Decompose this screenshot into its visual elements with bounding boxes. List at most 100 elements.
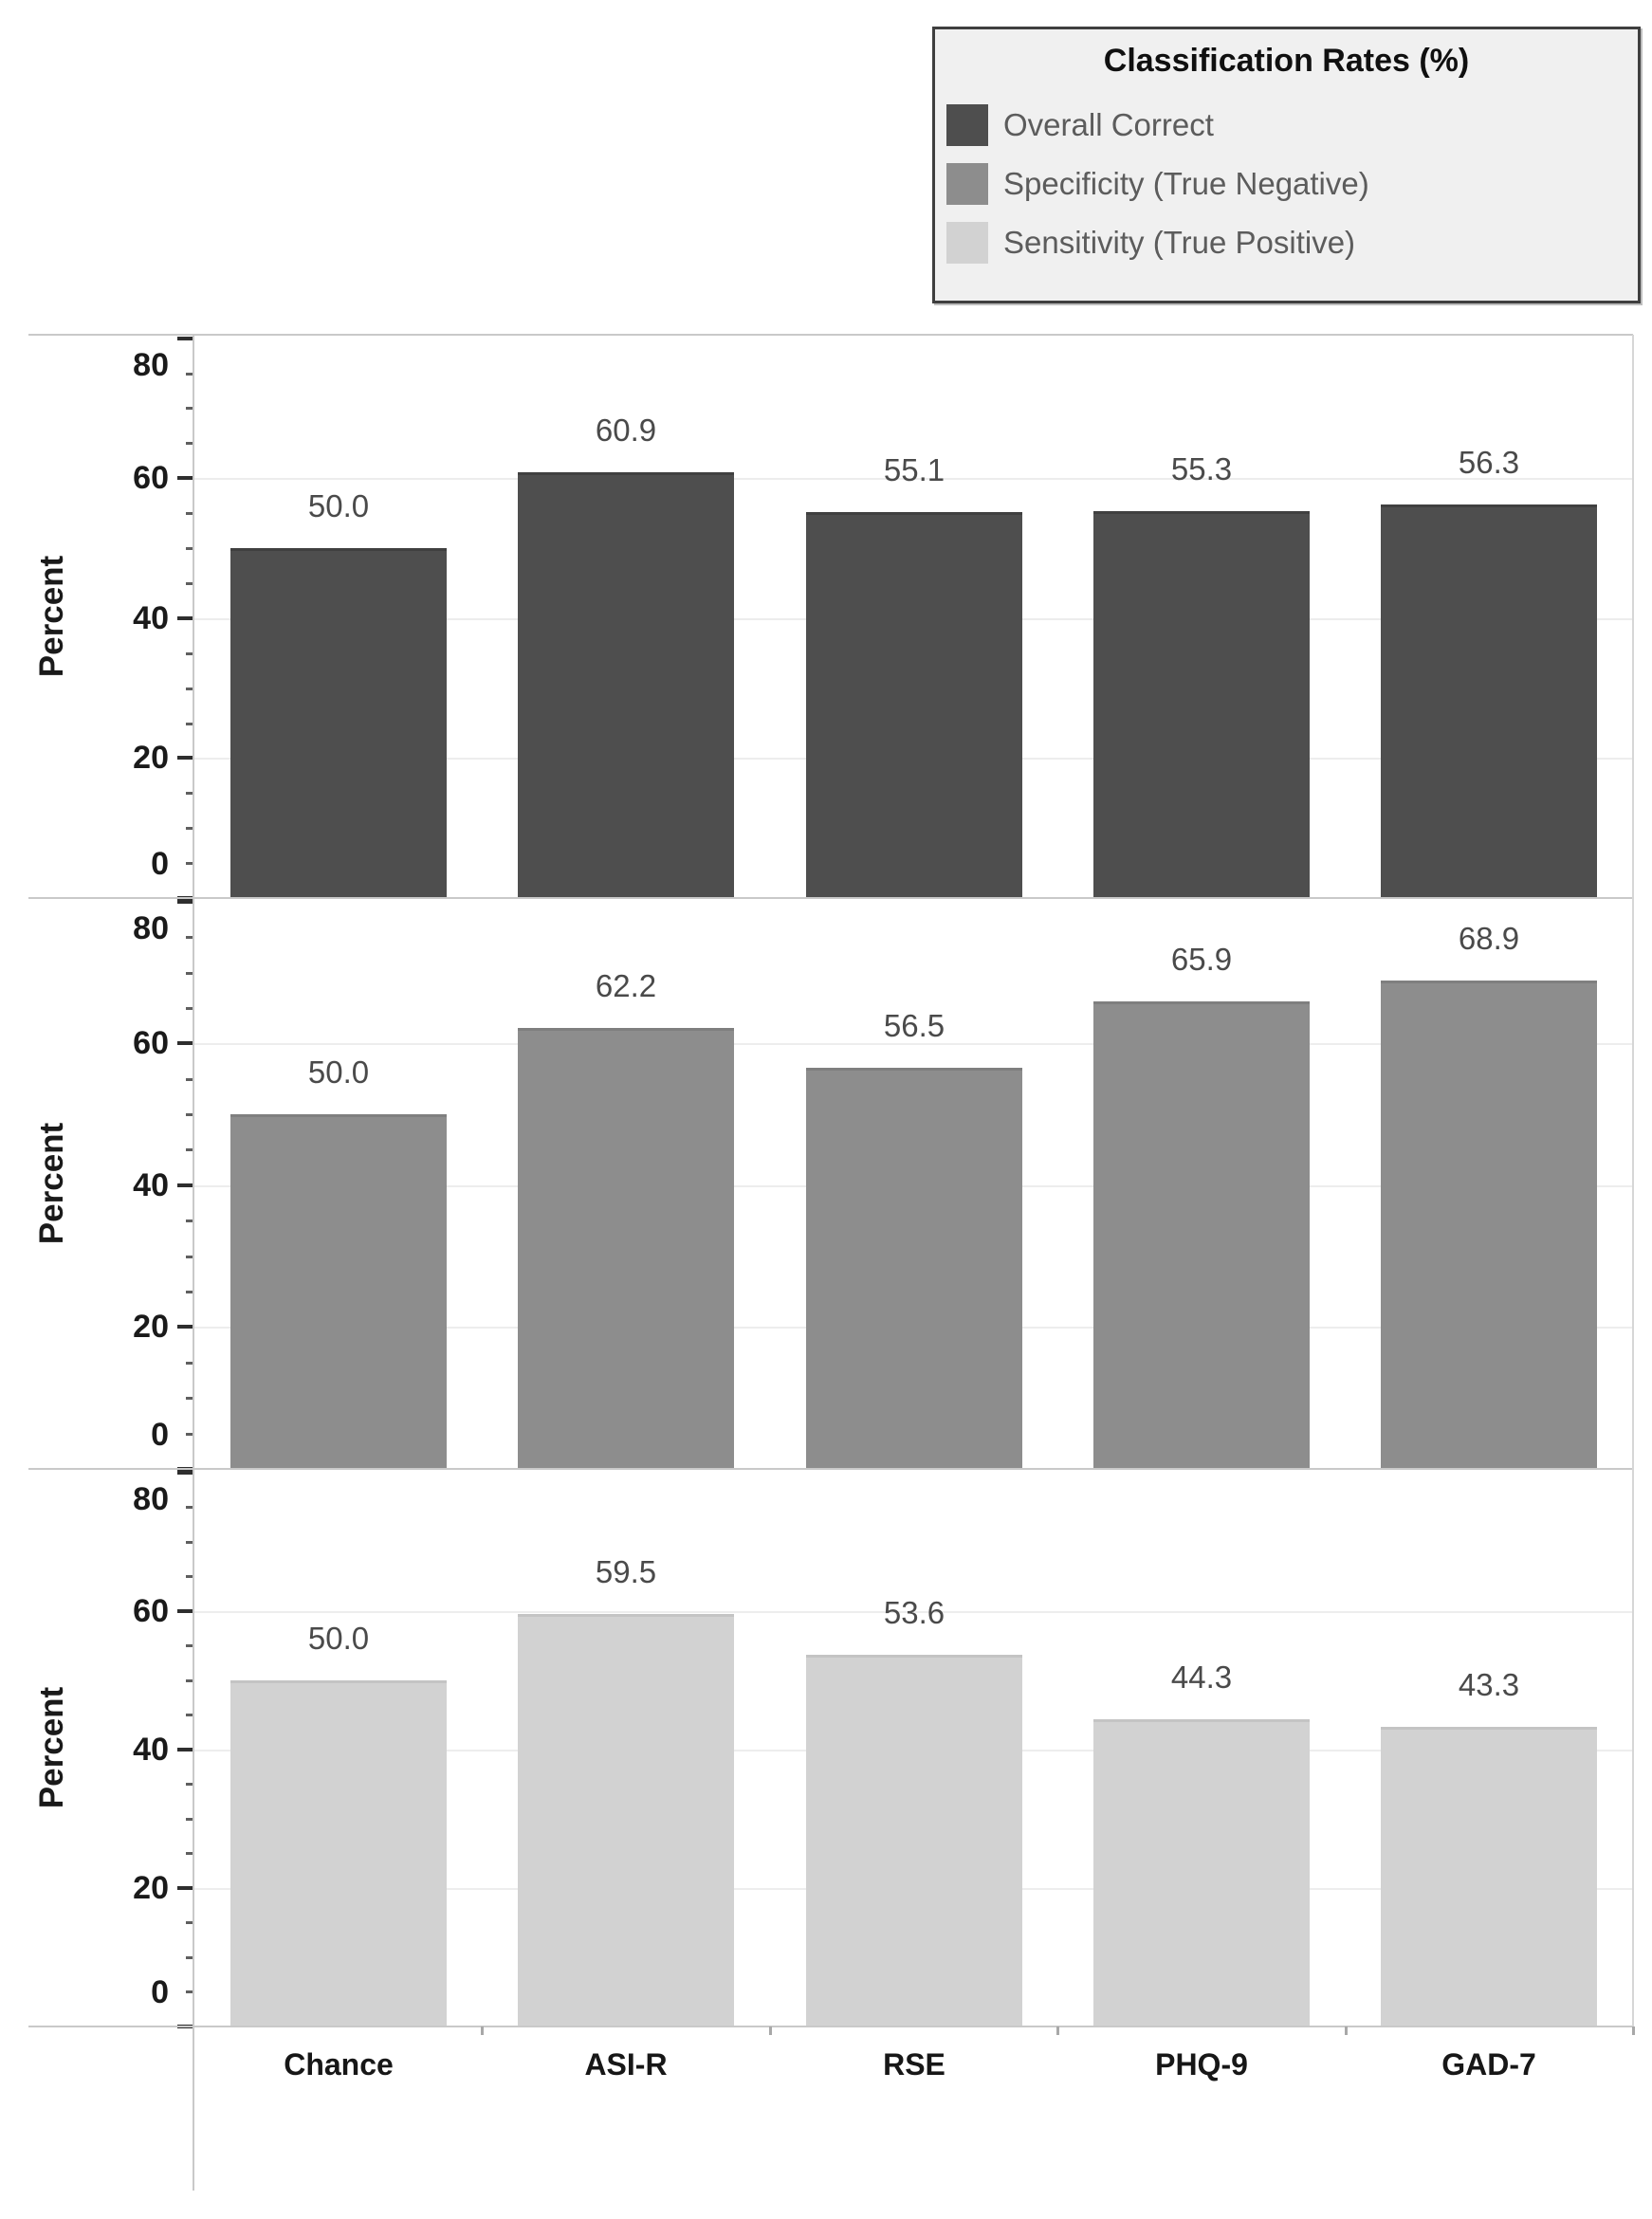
bar-chance-specificity xyxy=(230,1114,447,1469)
legend-swatch-specificity-icon xyxy=(946,163,988,205)
y-axis-minor-tick xyxy=(186,547,194,550)
bar-value-label: 65.9 xyxy=(1170,942,1233,977)
y-axis-tick-label: 20 xyxy=(133,1309,169,1345)
y-axis-minor-tick xyxy=(186,723,194,725)
gridline xyxy=(194,478,1633,480)
y-axis-major-tick xyxy=(177,1609,194,1613)
panel-divider xyxy=(28,1468,1633,1470)
y-axis-minor-tick xyxy=(186,407,194,410)
y-axis-minor-tick xyxy=(186,582,194,585)
y-axis-minor-tick xyxy=(186,373,194,376)
y-axis-minor-tick xyxy=(186,1397,194,1400)
x-axis-boundary-tick xyxy=(1056,2026,1059,2035)
bar-value-label: 43.3 xyxy=(1458,1667,1520,1702)
y-axis-major-tick xyxy=(177,1325,194,1329)
y-axis-minor-tick xyxy=(186,1575,194,1578)
y-axis-tick-label: 0 xyxy=(151,1974,169,2010)
y-axis-minor-tick xyxy=(186,1990,194,1993)
bar-value-label: 56.5 xyxy=(883,1008,945,1043)
y-axis-minor-tick xyxy=(186,1541,194,1544)
bar-value-label: 60.9 xyxy=(595,413,657,448)
y-axis-tick-label: 0 xyxy=(151,1417,169,1453)
y-axis-minor-tick xyxy=(186,1007,194,1010)
y-axis-minor-tick xyxy=(186,1362,194,1365)
bar-value-label: 68.9 xyxy=(1458,921,1520,956)
y-axis-tick-label: 80 xyxy=(133,910,169,946)
y-axis-tick-label: 60 xyxy=(133,460,169,496)
y-axis-minor-tick xyxy=(186,1433,194,1436)
legend-swatch-overall-correct-icon xyxy=(946,104,988,146)
bar-chance-sensitivity xyxy=(230,1680,447,2026)
y-axis-major-tick xyxy=(177,476,194,480)
y-axis-tick-label: 60 xyxy=(133,1593,169,1629)
y-axis-major-tick xyxy=(177,1183,194,1187)
legend-item-specificity: Specificity (True Negative) xyxy=(946,162,1369,206)
bar-value-label: 50.0 xyxy=(307,1054,370,1090)
bar-value-label: 56.3 xyxy=(1458,445,1520,480)
y-axis-minor-tick xyxy=(186,1644,194,1647)
x-axis-label-chance: Chance xyxy=(284,2047,394,2081)
gridline xyxy=(194,1043,1633,1045)
bar-asi-r-specificity xyxy=(518,1028,734,1469)
x-axis-label-asi-r: ASI-R xyxy=(584,2047,668,2081)
y-axis-minor-tick xyxy=(186,792,194,795)
legend-swatch-sensitivity-icon xyxy=(946,222,988,264)
legend-item-label: Overall Correct xyxy=(1003,107,1214,142)
bar-phq-9-sensitivity xyxy=(1093,1719,1310,2026)
bar-value-label: 55.3 xyxy=(1170,451,1233,486)
bar-asi-r-sensitivity xyxy=(518,1614,734,2026)
bar-value-label: 44.3 xyxy=(1170,1660,1233,1695)
y-axis-major-tick xyxy=(177,1748,194,1751)
y-axis-major-tick xyxy=(177,1886,194,1890)
y-axis-title: Percent xyxy=(33,1686,70,1809)
y-axis-minor-tick xyxy=(186,827,194,830)
y-axis-tick-label: 20 xyxy=(133,1870,169,1906)
bar-phq-9-specificity xyxy=(1093,1001,1310,1469)
bar-chance-overall xyxy=(230,548,447,898)
y-axis-tick-label: 80 xyxy=(133,1481,169,1517)
y-axis-major-tick xyxy=(177,1041,194,1045)
bar-value-label: 59.5 xyxy=(595,1554,657,1589)
y-axis-minor-tick xyxy=(186,1113,194,1116)
y-axis-tick-label: 40 xyxy=(133,1167,169,1203)
x-axis-boundary-tick xyxy=(481,2026,484,2035)
y-axis-minor-tick xyxy=(186,1078,194,1081)
bar-value-label: 50.0 xyxy=(307,1621,370,1656)
x-axis-boundary-tick xyxy=(1632,2026,1635,2035)
bar-gad-7-specificity xyxy=(1381,981,1597,1469)
bar-rse-sensitivity xyxy=(806,1655,1022,2026)
x-axis-baseline xyxy=(28,2026,1633,2027)
bar-gad-7-overall xyxy=(1381,504,1597,898)
legend-item-label: Sensitivity (True Positive) xyxy=(1003,225,1356,260)
y-axis-minor-tick xyxy=(186,1956,194,1959)
x-axis-boundary-tick xyxy=(1345,2026,1348,2035)
y-axis-tick-label: 40 xyxy=(133,1732,169,1768)
y-axis-minor-tick xyxy=(186,1220,194,1222)
y-axis-minor-tick xyxy=(186,1783,194,1786)
y-axis-title: Percent xyxy=(33,1122,70,1245)
legend-title: Classification Rates (%) xyxy=(1103,43,1470,79)
legend-item-label: Specificity (True Negative) xyxy=(1003,166,1369,201)
y-axis-minor-tick xyxy=(186,862,194,865)
gridline xyxy=(194,1611,1633,1613)
legend-item-sensitivity: Sensitivity (True Positive) xyxy=(946,221,1355,265)
y-axis-minor-tick xyxy=(186,512,194,515)
y-axis-major-tick xyxy=(177,337,194,340)
bar-phq-9-overall xyxy=(1093,511,1310,898)
y-axis-minor-tick xyxy=(186,936,194,939)
y-axis-minor-tick xyxy=(186,972,194,975)
y-axis-minor-tick xyxy=(186,1921,194,1924)
bar-value-label: 53.6 xyxy=(883,1595,945,1630)
bar-value-label: 50.0 xyxy=(307,488,370,523)
y-axis-minor-tick xyxy=(186,1148,194,1151)
y-axis-minor-tick xyxy=(186,1291,194,1293)
panel-divider xyxy=(28,897,1633,899)
y-axis-minor-tick xyxy=(186,1256,194,1258)
bar-rse-specificity xyxy=(806,1068,1022,1469)
y-axis-tick-label: 40 xyxy=(133,600,169,636)
x-axis-label-gad-7: GAD-7 xyxy=(1441,2047,1536,2081)
bar-asi-r-overall xyxy=(518,472,734,898)
x-axis-label-phq-9: PHQ-9 xyxy=(1155,2047,1248,2081)
